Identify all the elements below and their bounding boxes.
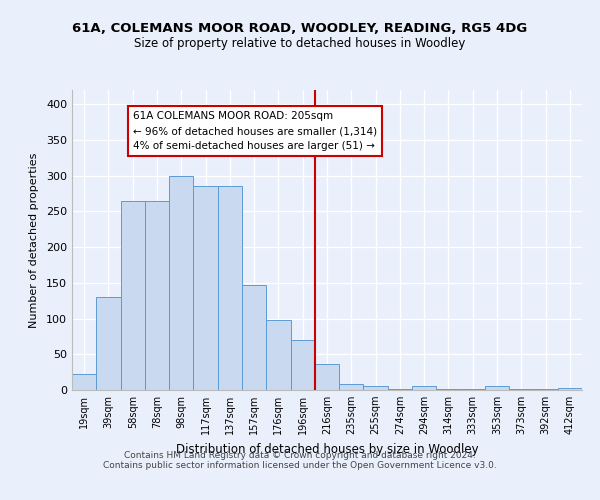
Bar <box>388 388 412 390</box>
Bar <box>72 374 96 390</box>
Bar <box>145 200 169 390</box>
Bar <box>533 388 558 390</box>
Bar <box>339 384 364 390</box>
Bar <box>193 186 218 390</box>
Bar <box>485 386 509 390</box>
Bar <box>242 285 266 390</box>
Bar <box>461 388 485 390</box>
Bar <box>266 320 290 390</box>
X-axis label: Distribution of detached houses by size in Woodley: Distribution of detached houses by size … <box>176 442 478 456</box>
Bar <box>558 388 582 390</box>
Bar <box>436 388 461 390</box>
Y-axis label: Number of detached properties: Number of detached properties <box>29 152 39 328</box>
Bar <box>509 388 533 390</box>
Text: Contains HM Land Registry data © Crown copyright and database right 2024.: Contains HM Land Registry data © Crown c… <box>124 450 476 460</box>
Bar <box>169 176 193 390</box>
Bar <box>315 364 339 390</box>
Text: Contains public sector information licensed under the Open Government Licence v3: Contains public sector information licen… <box>103 460 497 469</box>
Bar <box>121 200 145 390</box>
Bar <box>364 386 388 390</box>
Bar <box>218 186 242 390</box>
Text: 61A COLEMANS MOOR ROAD: 205sqm
← 96% of detached houses are smaller (1,314)
4% o: 61A COLEMANS MOOR ROAD: 205sqm ← 96% of … <box>133 112 377 151</box>
Bar <box>412 386 436 390</box>
Text: 61A, COLEMANS MOOR ROAD, WOODLEY, READING, RG5 4DG: 61A, COLEMANS MOOR ROAD, WOODLEY, READIN… <box>73 22 527 36</box>
Bar <box>290 340 315 390</box>
Bar <box>96 297 121 390</box>
Text: Size of property relative to detached houses in Woodley: Size of property relative to detached ho… <box>134 38 466 51</box>
